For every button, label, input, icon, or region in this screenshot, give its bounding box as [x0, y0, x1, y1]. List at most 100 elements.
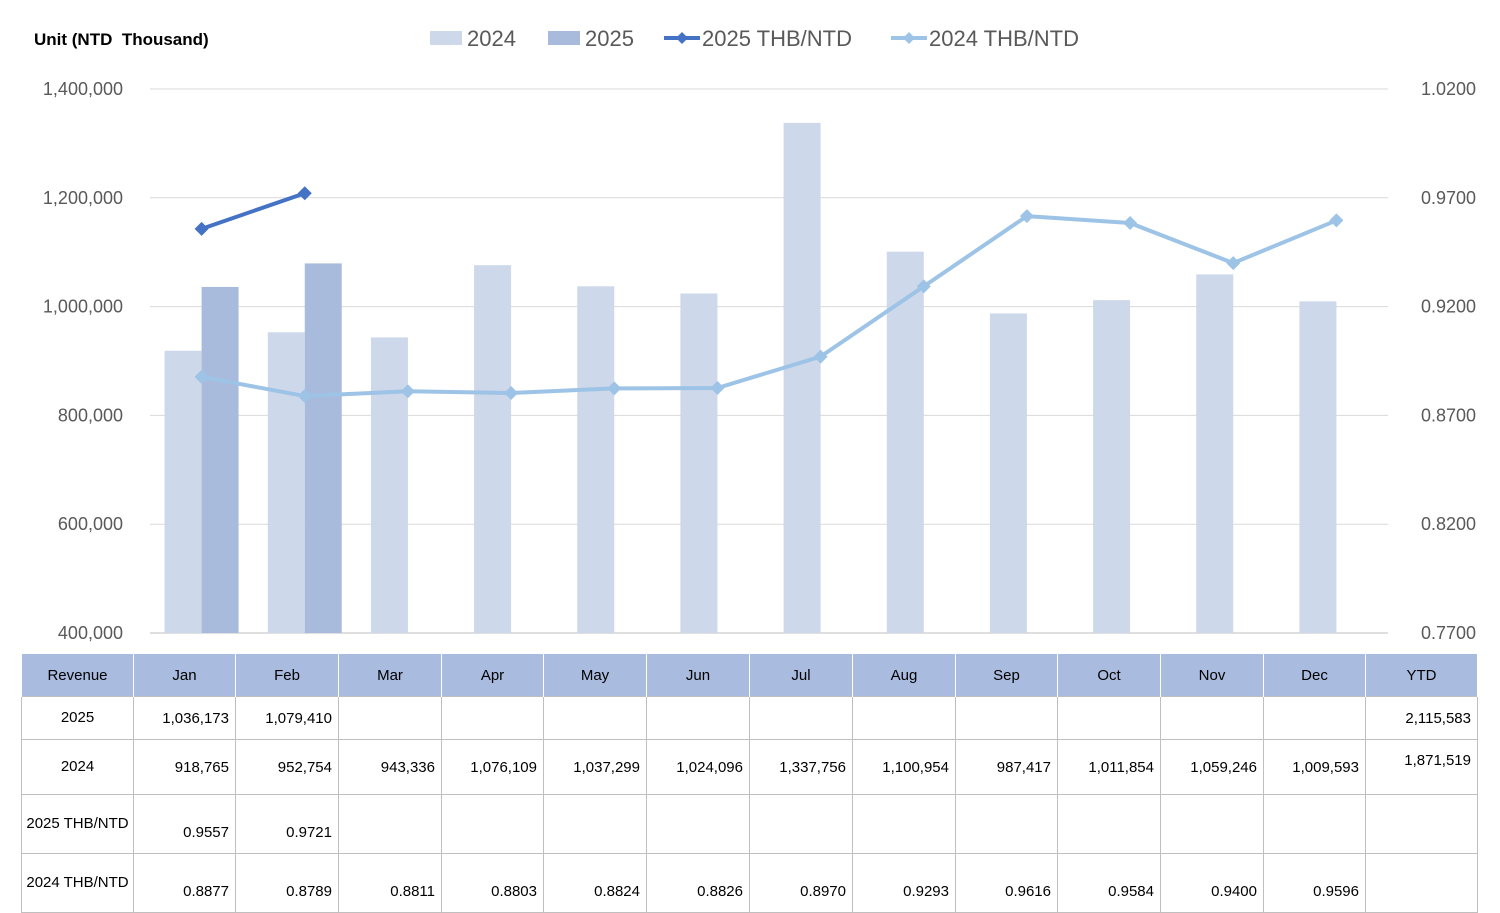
table-cell — [646, 794, 750, 854]
row-label: 2025 THB/NTD — [21, 794, 134, 854]
table-row: 2025 1,036,173 1,079,410 2,115,583 — [21, 696, 1478, 740]
table-cell: 1,059,246 — [1160, 739, 1264, 795]
legend-label: 2025 THB/NTD — [702, 26, 852, 51]
table-cell: 1,337,756 — [749, 739, 853, 795]
y-left-tick-label: 1,000,000 — [43, 297, 123, 317]
header-feb: Feb — [235, 654, 339, 697]
marker-point — [400, 384, 415, 399]
table-cell: 1,036,173 — [133, 696, 236, 740]
table-cell — [1160, 696, 1264, 740]
table-cell: 0.8811 — [338, 853, 442, 913]
header-jan: Jan — [133, 654, 236, 697]
table-row: 2024 918,765 952,754 943,336 1,076,109 1,037,… — [21, 739, 1478, 795]
marker-point — [1019, 209, 1034, 224]
y-left-tick-label: 800,000 — [58, 405, 123, 425]
bar-2024-mar — [370, 337, 408, 633]
table-cell: 1,024,096 — [646, 739, 750, 795]
marker-point — [1226, 256, 1241, 271]
y-right-tick-label: 1.0200 — [1421, 79, 1476, 99]
legend-swatch — [430, 31, 462, 45]
legend-label: 2025 — [585, 26, 634, 51]
table-header-row: Revenue Jan Feb Mar Apr May Jun Jul Aug … — [21, 654, 1478, 697]
table-cell: 987,417 — [955, 739, 1058, 795]
table-row: 2024 THB/NTD 0.8877 0.8789 0.8811 0.8803 0.88… — [21, 853, 1478, 913]
table-cell — [1057, 794, 1161, 854]
table-cell: 0.9293 — [852, 853, 956, 913]
bar-2024-may — [577, 286, 615, 633]
header-ytd: YTD — [1365, 654, 1478, 697]
table-cell — [338, 696, 442, 740]
bar-2024-nov — [1196, 274, 1234, 633]
legend-label: 2024 — [467, 26, 516, 51]
ytd-cell — [1365, 853, 1478, 913]
table-cell: 0.9616 — [955, 853, 1058, 913]
table-cell: 0.8877 — [133, 853, 236, 913]
table-row: 2025 THB/NTD 0.9557 0.9721 — [21, 794, 1478, 854]
table-cell — [646, 696, 750, 740]
table-cell — [441, 696, 544, 740]
legend-swatch — [548, 31, 580, 45]
table-cell — [749, 696, 853, 740]
table-cell: 1,076,109 — [441, 739, 544, 795]
header-oct: Oct — [1057, 654, 1161, 697]
header-revenue: Revenue — [21, 654, 134, 697]
table-cell — [338, 794, 442, 854]
table-cell — [955, 696, 1058, 740]
row-label: 2024 — [21, 739, 134, 795]
y-right-tick-label: 0.9700 — [1421, 188, 1476, 208]
marker-point — [813, 349, 828, 364]
y-left-tick-label: 400,000 — [58, 623, 123, 643]
table-cell: 0.9584 — [1057, 853, 1161, 913]
table-cell: 0.8789 — [235, 853, 339, 913]
bars — [164, 122, 1337, 634]
table-cell: 0.9400 — [1160, 853, 1264, 913]
y-right-tick-label: 0.7700 — [1421, 623, 1476, 643]
bar-2024-dec — [1299, 301, 1337, 633]
lines — [194, 186, 1344, 404]
table-cell: 0.9557 — [133, 794, 236, 854]
line-2025-thb-ntd — [200, 191, 306, 231]
axes: 400,000 0.7700 600,000 0.8200 800,000 0.8700 1… — [43, 79, 1476, 643]
header-may: May — [543, 654, 647, 697]
table-cell — [1263, 696, 1366, 740]
legend: 2024 2025 2025 THB/NTD 2024 THB/NTD — [430, 26, 1079, 51]
table-cell: 1,037,299 — [543, 739, 647, 795]
table-cell — [852, 696, 956, 740]
bar-2024-apr — [474, 265, 512, 633]
y-left-tick-label: 1,200,000 — [43, 188, 123, 208]
legend-swatch-marker — [903, 32, 915, 44]
header-mar: Mar — [338, 654, 442, 697]
table-cell — [1057, 696, 1161, 740]
table-cell: 0.8970 — [749, 853, 853, 913]
legend-label: 2024 THB/NTD — [929, 26, 1079, 51]
table-cell — [749, 794, 853, 854]
ytd-cell: 2,115,583 — [1365, 696, 1478, 740]
header-sep: Sep — [955, 654, 1058, 697]
table-cell: 0.8824 — [543, 853, 647, 913]
table-cell: 0.9596 — [1263, 853, 1366, 913]
bar-2025-jan — [201, 286, 239, 633]
ytd-cell — [1365, 794, 1478, 854]
y-right-tick-label: 0.8200 — [1421, 514, 1476, 534]
marker-point — [916, 279, 931, 294]
bar-2025-feb — [304, 263, 342, 633]
bar-2024-sep — [989, 313, 1027, 633]
unit-label: Unit (NTD Thousand) — [34, 30, 209, 49]
header-dec: Dec — [1263, 654, 1366, 697]
y-left-tick-label: 1,400,000 — [43, 79, 123, 99]
marker-point — [297, 186, 312, 201]
revenue-table: Revenue Jan Feb Mar Apr May Jun Jul Aug … — [21, 654, 1478, 913]
header-nov: Nov — [1160, 654, 1264, 697]
marker-point — [1123, 216, 1138, 231]
bar-2024-oct — [1093, 300, 1131, 633]
bar-2024-jan — [164, 350, 202, 633]
table-cell: 943,336 — [338, 739, 442, 795]
ytd-cell: 1,871,519 — [1365, 739, 1478, 795]
bar-2024-jul — [783, 122, 821, 634]
bar-2024-aug — [886, 251, 924, 633]
bar-2024-feb — [267, 332, 305, 633]
row-label: 2025 — [21, 696, 134, 740]
y-right-tick-label: 0.8700 — [1421, 405, 1476, 425]
table-cell: 1,100,954 — [852, 739, 956, 795]
bar-2024-jun — [680, 293, 718, 633]
